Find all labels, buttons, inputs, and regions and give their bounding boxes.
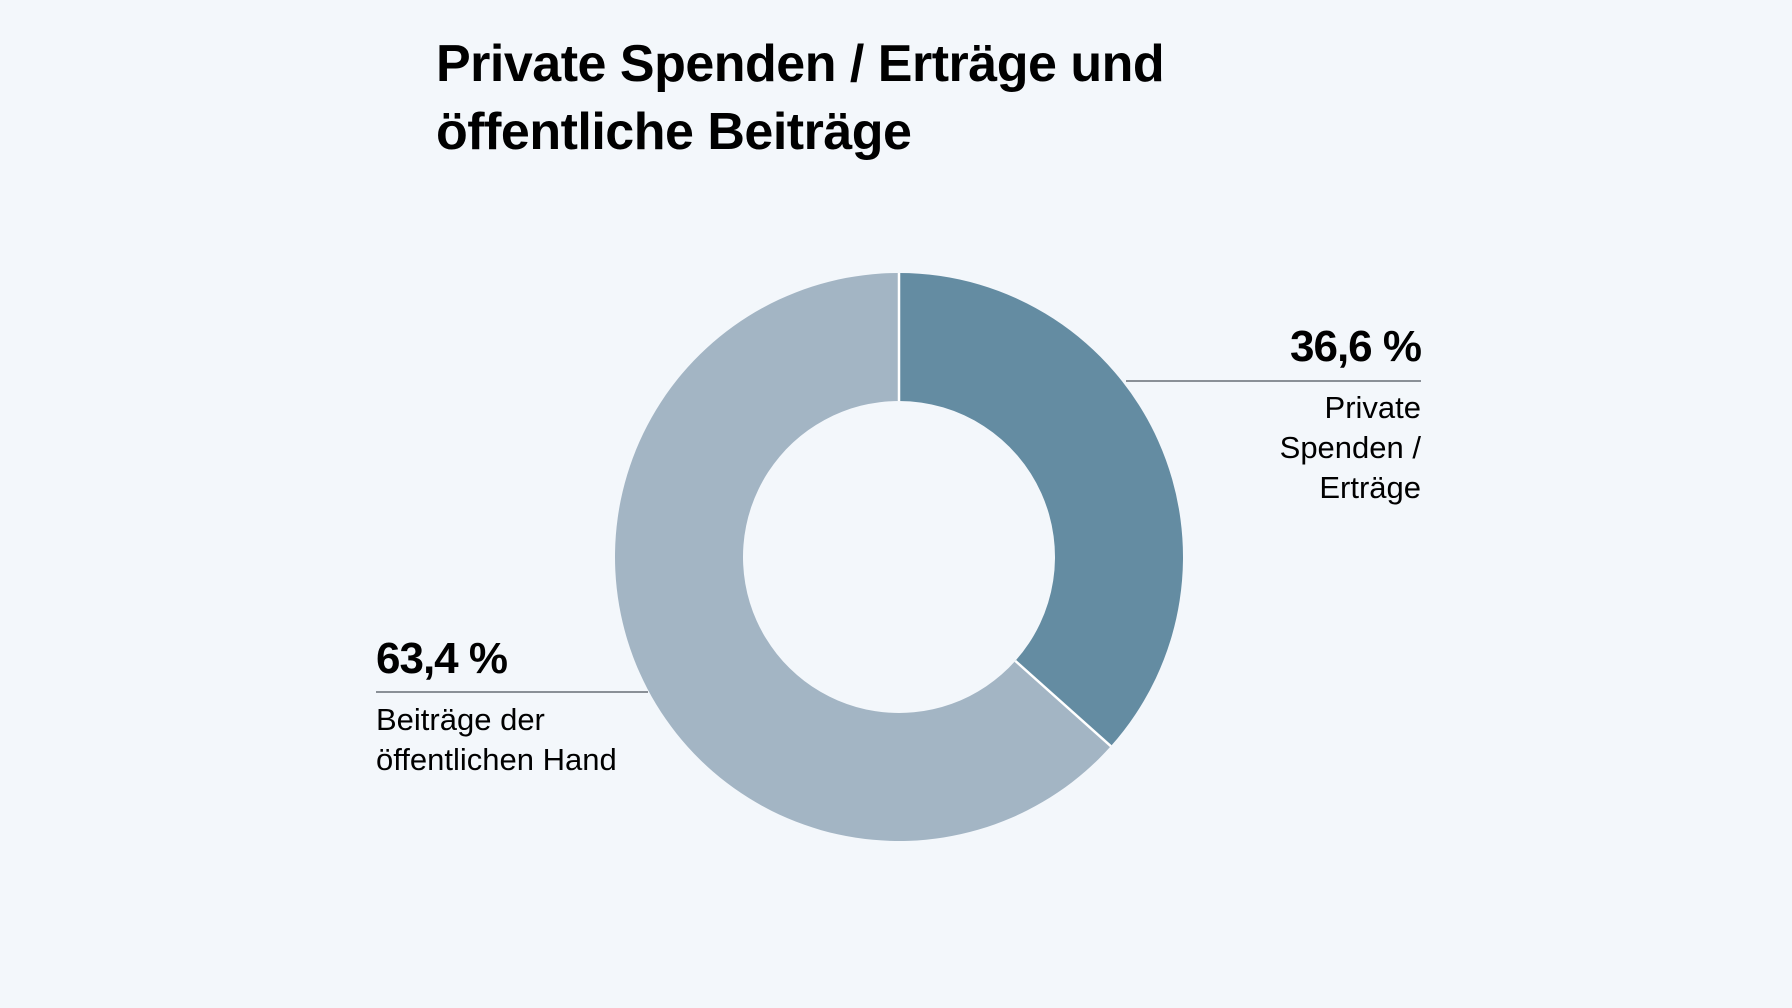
slice-category-label-line: Beiträge der <box>376 702 545 737</box>
slice-category-label-private: Private Spenden / Erträge <box>1280 388 1421 508</box>
slice-category-label-line: Erträge <box>1319 470 1421 505</box>
slice-category-label-line: Spenden / <box>1279 430 1421 465</box>
donut-slice-public <box>615 273 1111 841</box>
slice-value-label-private: 36,6 % <box>1290 322 1422 371</box>
chart-title: Private Spenden / Erträge und öffentlich… <box>436 30 1165 166</box>
slice-category-label-line: Private <box>1324 390 1421 425</box>
donut-slice-private <box>899 273 1184 747</box>
slice-separator <box>1014 659 1112 748</box>
chart-title-line-2: öffentliche Beiträge <box>436 103 912 161</box>
slice-value-label-public: 63,4 % <box>376 634 508 683</box>
slice-category-label-line: öffentlichen Hand <box>376 742 617 777</box>
slice-category-label-public: Beiträge der öffentlichen Hand <box>376 700 617 780</box>
leader-lines <box>376 380 1421 693</box>
donut-slices <box>615 273 1184 841</box>
chart-title-line-1: Private Spenden / Erträge und <box>436 35 1165 93</box>
